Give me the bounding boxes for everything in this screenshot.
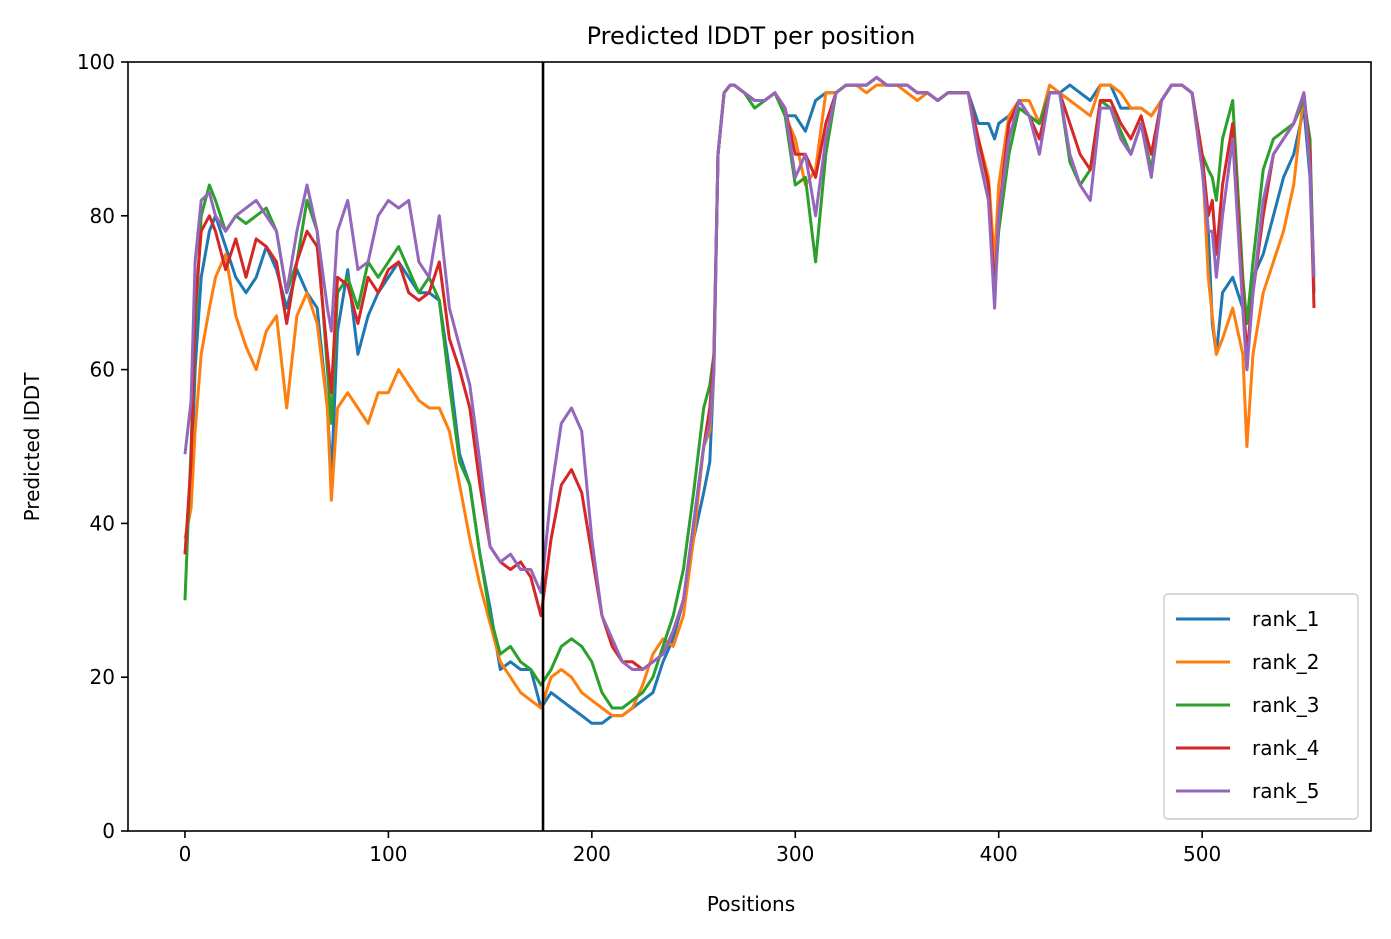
y-tick-label: 0 (102, 819, 115, 843)
x-tick-label: 500 (1183, 842, 1221, 866)
legend-label-rank_3: rank_3 (1252, 693, 1319, 717)
legend-label-rank_1: rank_1 (1252, 607, 1319, 631)
y-tick-label: 20 (90, 665, 115, 689)
legend-label-rank_2: rank_2 (1252, 650, 1319, 674)
x-tick-label: 0 (179, 842, 192, 866)
x-axis: 0 100 200 300 400 500 (179, 831, 1221, 866)
x-tick-label: 200 (573, 842, 611, 866)
legend-label-rank_4: rank_4 (1252, 736, 1319, 760)
chart-title: Predicted lDDT per position (587, 22, 916, 50)
legend-box (1163, 593, 1359, 820)
plot-frame (127, 61, 1372, 832)
x-axis-title: Positions (707, 892, 795, 916)
y-tick-label: 80 (90, 204, 115, 228)
x-tick-label: 400 (980, 842, 1018, 866)
y-tick-label: 100 (77, 50, 115, 74)
series-line-rank_5 (183, 75, 1316, 671)
legend-label-rank_5: rank_5 (1252, 779, 1319, 803)
y-tick-label: 60 (90, 358, 115, 382)
y-axis-title: Predicted lDDT (20, 372, 44, 522)
x-tick-label: 100 (369, 842, 407, 866)
y-tick-label: 40 (90, 511, 115, 535)
y-axis: 0 20 40 60 80 100 (77, 50, 128, 843)
legend: rank_1 rank_2 rank_3 rank_4 rank_5 (1163, 593, 1359, 820)
x-tick-label: 300 (776, 842, 814, 866)
